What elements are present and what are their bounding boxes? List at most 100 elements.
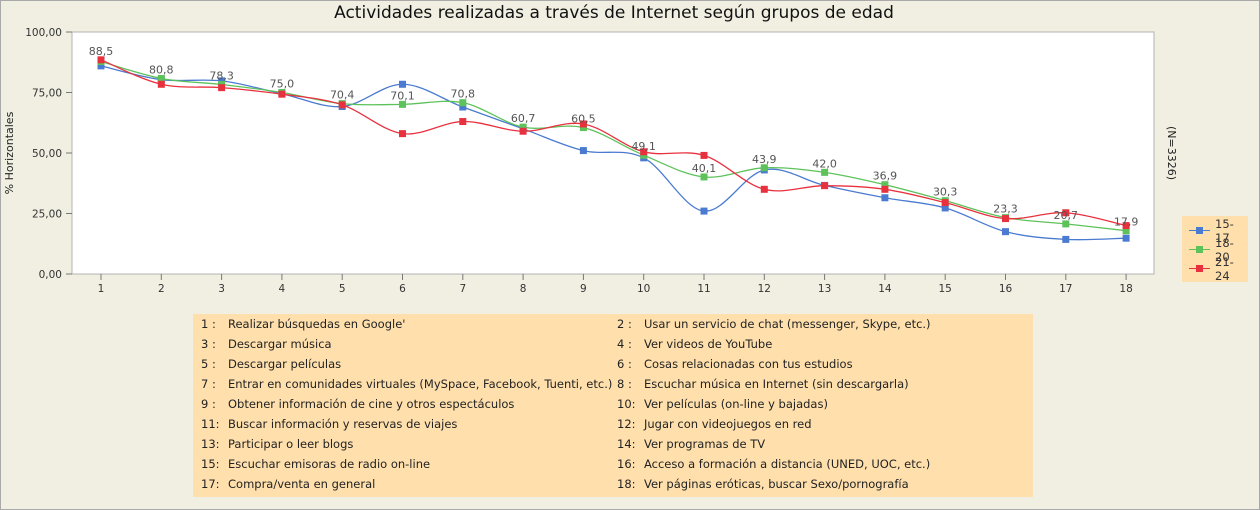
data-label: 49,1 <box>631 140 656 153</box>
data-label: 36,9 <box>873 170 898 183</box>
activity-label: Participar o leer blogs <box>228 437 354 451</box>
y-tick-label: 100,00 <box>25 27 62 39</box>
data-label: 40,1 <box>692 162 717 175</box>
data-point-21-24[interactable] <box>1062 209 1070 217</box>
data-point-21-24[interactable] <box>218 84 226 92</box>
data-point-18-20[interactable] <box>821 168 829 176</box>
data-point-21-24[interactable] <box>579 120 587 128</box>
data-point-21-24[interactable] <box>519 127 527 135</box>
data-point-18-20[interactable] <box>881 181 889 189</box>
x-tick-label: 8 <box>520 283 527 295</box>
activity-label: Entrar en comunidades virtuales (MySpace… <box>228 377 613 391</box>
x-tick-label: 1 <box>98 283 105 295</box>
data-point-21-24[interactable] <box>459 118 467 126</box>
data-point-18-20[interactable] <box>700 173 708 181</box>
activity-label: Ver videos de YouTube <box>644 337 773 351</box>
data-point-18-20[interactable] <box>399 100 406 108</box>
activity-number: 14: <box>617 437 636 451</box>
data-point-21-24[interactable] <box>760 185 768 193</box>
legend-label: 18-20 <box>1215 235 1234 264</box>
data-point-15-17[interactable] <box>1062 235 1070 243</box>
x-tick-label: 15 <box>939 283 952 295</box>
data-point-21-24[interactable] <box>700 151 708 159</box>
data-point-21-24[interactable] <box>338 101 346 109</box>
activity-key-panel: 1 : Realizar búsquedas en Google' 2 : Usar … <box>193 314 1033 497</box>
x-tick-label: 12 <box>758 283 771 295</box>
data-label: 30,3 <box>933 186 958 199</box>
key-row: 9 : Obtener información de cine y otros e… <box>193 394 1033 414</box>
key-row: 5 : Descargar películas 6 : Cosas relaciona… <box>193 354 1033 374</box>
data-point-15-17[interactable] <box>700 207 708 215</box>
x-tick-label: 14 <box>878 283 892 295</box>
activity-number: 3 : <box>201 337 216 351</box>
y-tick-label: 75,00 <box>32 88 62 100</box>
activity-label: Descargar música <box>228 337 332 351</box>
data-point-18-20[interactable] <box>760 164 768 172</box>
data-label: 70,8 <box>451 88 476 101</box>
activity-label: Obtener información de cine y otros espe… <box>228 397 515 411</box>
data-point-18-20[interactable] <box>157 74 165 82</box>
data-point-15-17[interactable] <box>579 147 587 155</box>
data-label: 70,4 <box>330 89 355 102</box>
data-label: 75,0 <box>270 78 295 91</box>
data-point-18-20[interactable] <box>1122 227 1130 235</box>
data-point-21-24[interactable] <box>157 80 165 88</box>
y-tick-label: 0,00 <box>39 269 62 281</box>
data-point-18-20[interactable] <box>579 124 587 132</box>
data-point-18-20[interactable] <box>1062 220 1070 228</box>
x-tick-label: 13 <box>818 283 831 295</box>
data-point-21-24[interactable] <box>821 182 829 190</box>
activity-number: 17: <box>201 477 220 491</box>
activity-label: Compra/venta en general <box>228 477 376 491</box>
legend-item-21-24[interactable]: 21-24 <box>1189 255 1247 283</box>
activity-number: 6 : <box>617 357 632 371</box>
legend-swatch <box>1189 264 1211 274</box>
legend-item-15-17[interactable]: 15-17 <box>1189 217 1247 245</box>
key-row: 15: Escuchar emisoras de radio on-line 16:… <box>193 454 1033 474</box>
chart-legend: 15-17 18-20 21-24 <box>1182 216 1248 283</box>
activity-number: 5 : <box>201 357 216 371</box>
data-point-21-24[interactable] <box>640 148 648 156</box>
activity-label: Escuchar emisoras de radio on-line <box>228 457 431 471</box>
data-point-15-17[interactable] <box>218 77 226 85</box>
data-point-21-24[interactable] <box>1002 215 1009 223</box>
data-point-18-20[interactable] <box>459 99 467 107</box>
data-point-21-24[interactable] <box>278 90 286 98</box>
y-axis: 0,00 25,00 50,00 75,00 100,00 <box>25 27 72 281</box>
data-label: 42,0 <box>812 157 837 170</box>
activity-label: Cosas relacionadas con tus estudios <box>644 357 853 371</box>
activity-number: 16: <box>617 457 636 471</box>
data-label: 78,3 <box>209 70 234 83</box>
y-tick-label: 25,00 <box>32 209 62 221</box>
data-point-21-24[interactable] <box>97 56 105 64</box>
data-point-15-17[interactable] <box>97 62 105 70</box>
data-point-15-17[interactable] <box>1002 228 1009 236</box>
activity-number: 15: <box>201 457 220 471</box>
activity-number: 2 : <box>617 317 632 331</box>
data-label: 60,5 <box>571 113 596 126</box>
key-row: 7 : Entrar en comunidades virtuales (MySp… <box>193 374 1033 394</box>
data-point-15-17[interactable] <box>881 194 889 202</box>
legend-item-18-20[interactable]: 18-20 <box>1189 236 1247 264</box>
key-row: 17: Compra/venta en general 18: Ver páginas… <box>193 474 1033 494</box>
activity-label: Escuchar música en Internet (sin descarg… <box>644 377 909 391</box>
legend-marker <box>1196 226 1203 234</box>
data-label: 60,7 <box>511 112 536 125</box>
data-point-15-17[interactable] <box>459 103 467 111</box>
legend-marker <box>1196 264 1203 272</box>
activity-number: 13: <box>201 437 220 451</box>
data-point-21-24[interactable] <box>941 199 949 207</box>
data-point-15-17[interactable] <box>399 80 406 88</box>
x-tick-label: 18 <box>1119 283 1132 295</box>
data-point-21-24[interactable] <box>399 130 406 138</box>
data-point-15-17[interactable] <box>941 204 949 212</box>
data-label: 88,5 <box>89 45 114 58</box>
data-point-21-24[interactable] <box>881 185 889 193</box>
data-point-21-24[interactable] <box>1122 222 1130 230</box>
series-markers <box>97 56 1130 243</box>
data-point-15-17[interactable] <box>1122 234 1130 242</box>
legend-swatch <box>1189 245 1211 255</box>
x-tick-label: 10 <box>637 283 650 295</box>
data-point-18-20[interactable] <box>519 123 527 131</box>
